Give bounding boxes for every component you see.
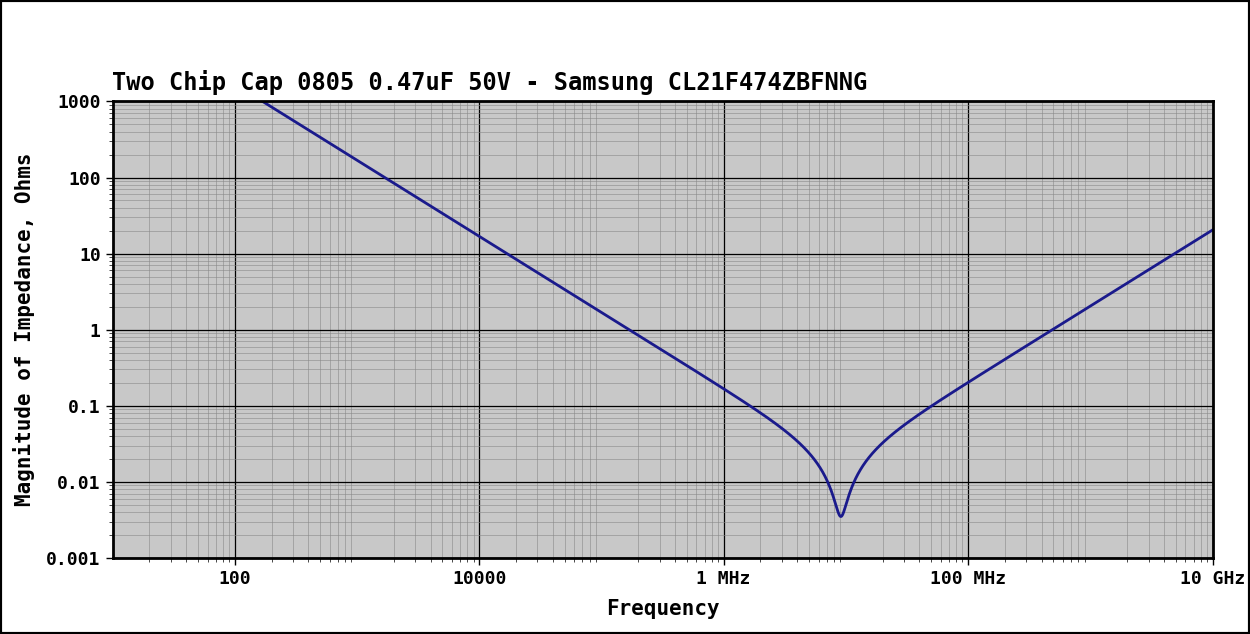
X-axis label: Frequency: Frequency	[606, 599, 719, 619]
Text: Two Chip Cap 0805 0.47uF 50V - Samsung CL21F474ZBFNNG: Two Chip Cap 0805 0.47uF 50V - Samsung C…	[112, 70, 868, 95]
Y-axis label: Magnitude of Impedance, Ohms: Magnitude of Impedance, Ohms	[14, 153, 35, 507]
